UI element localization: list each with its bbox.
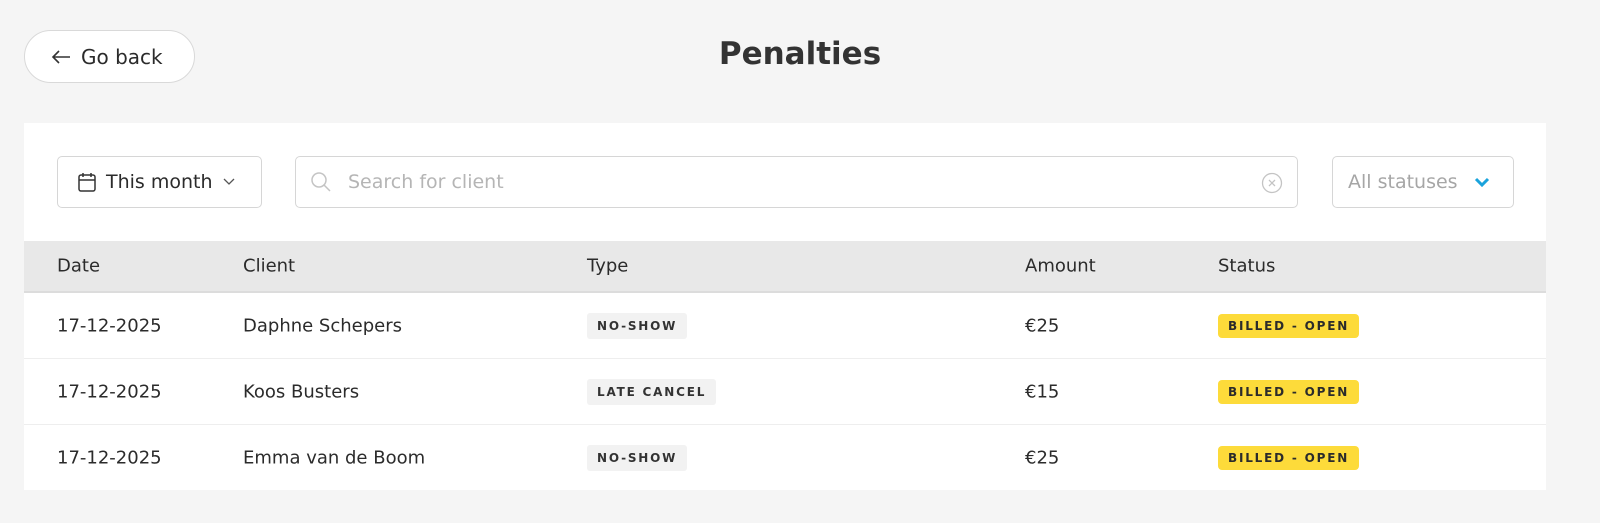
cell-amount: €25	[1025, 447, 1060, 469]
cell-amount: €25	[1025, 315, 1060, 336]
column-header-date[interactable]: Date	[57, 255, 101, 277]
search-input[interactable]: Search for client	[295, 156, 1298, 208]
cell-amount: €15	[1025, 381, 1060, 402]
status-badge: BILLED - OPEN	[1218, 379, 1360, 404]
column-header-client[interactable]: Client	[243, 255, 296, 277]
cell-client: Emma van de Boom	[243, 447, 426, 469]
clear-search-icon[interactable]	[1261, 172, 1283, 194]
search-placeholder: Search for client	[348, 171, 504, 193]
chevron-down-icon	[223, 178, 235, 185]
column-header-status[interactable]: Status	[1218, 255, 1276, 277]
table-row[interactable]: 17-12-2025 Daphne Schepers NO-SHOW €25 B…	[24, 293, 1546, 359]
calendar-icon	[78, 173, 96, 192]
table-row[interactable]: 17-12-2025 Emma van de Boom NO-SHOW €25 …	[24, 425, 1546, 491]
cell-client: Daphne Schepers	[243, 315, 403, 336]
type-tag: NO-SHOW	[587, 445, 688, 471]
cell-date: 17-12-2025	[57, 447, 162, 469]
search-icon	[311, 172, 331, 192]
status-badge: BILLED - OPEN	[1218, 313, 1360, 338]
table-header: Date Client Type Amount Status	[24, 241, 1546, 293]
status-badge: BILLED - OPEN	[1218, 446, 1360, 470]
type-tag: LATE CANCEL	[587, 378, 717, 405]
table-row[interactable]: 17-12-2025 Koos Busters LATE CANCEL €15 …	[24, 359, 1546, 425]
cell-date: 17-12-2025	[57, 315, 162, 336]
column-header-type[interactable]: Type	[587, 255, 629, 277]
cell-date: 17-12-2025	[57, 381, 162, 402]
status-filter-dropdown[interactable]: All statuses	[1332, 156, 1514, 208]
cell-client: Koos Busters	[243, 381, 360, 402]
date-range-dropdown[interactable]: This month	[57, 156, 262, 208]
type-tag: NO-SHOW	[587, 312, 688, 339]
go-back-label: Go back	[81, 44, 163, 69]
penalties-card: This month Search for client All statuse…	[24, 123, 1546, 490]
go-back-button[interactable]: Go back	[24, 30, 195, 83]
arrow-left-icon	[51, 49, 70, 64]
status-filter-label: All statuses	[1348, 171, 1458, 193]
chevron-down-icon	[1474, 177, 1489, 187]
date-range-label: This month	[106, 171, 213, 193]
column-header-amount[interactable]: Amount	[1025, 255, 1096, 277]
page-title: Penalties	[718, 36, 882, 72]
